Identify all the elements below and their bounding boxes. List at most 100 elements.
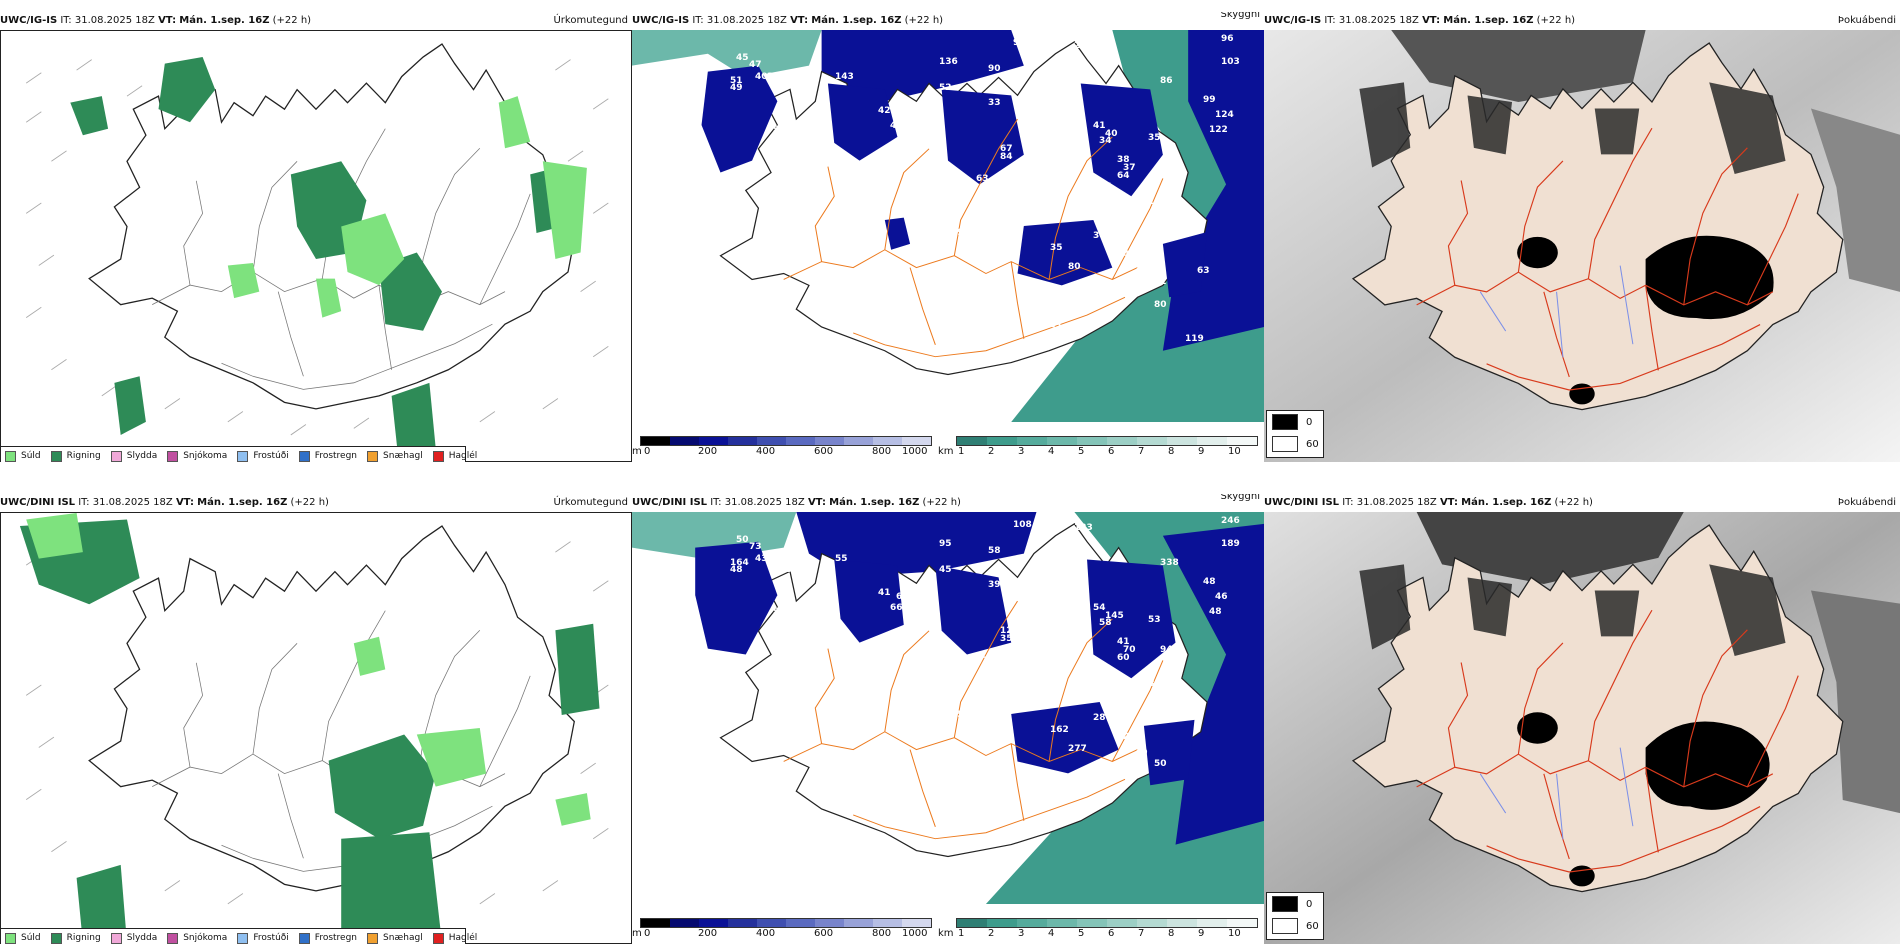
row2-it-prefix: IT: — [710, 497, 722, 508]
fog-legend-label: 0 — [1306, 898, 1313, 910]
legend-label: Frostúði — [253, 451, 289, 461]
row1-precip-panel: UWC/IG-IS IT: 31.08.2025 18Z VT: Mán. 1.… — [0, 12, 632, 462]
legend-label: Súld — [21, 933, 41, 943]
legend-swatch — [432, 450, 444, 462]
vis-bar-step — [1077, 919, 1107, 927]
vis-bar-step — [1227, 919, 1257, 927]
vis-bar-step — [1047, 919, 1077, 927]
vis-bar-step — [1047, 437, 1077, 445]
vis-bar-tick: 1 — [958, 928, 965, 939]
height-bar-strip — [640, 918, 932, 928]
row1-vt-value: Mán. 1.sep. 16Z — [1443, 15, 1534, 26]
height-bar-step — [757, 437, 786, 445]
height-bar-step — [699, 437, 728, 445]
row1-cloud-labels — [632, 30, 1264, 422]
row2-vt-label: VT: — [175, 497, 194, 508]
legend-swatch — [237, 932, 249, 944]
row1-fog-title: Þokuábendi — [1837, 15, 1896, 26]
row2-fog-title: Þokuábendi — [1837, 497, 1896, 508]
height-bar-step — [641, 437, 670, 445]
vis-bar-tick: 1 — [958, 446, 965, 457]
row1-cloud-panel: UWC/IG-IS IT: 31.08.2025 18Z VT: Mán. 1.… — [632, 12, 1264, 462]
legend-item: Frostúði — [237, 450, 289, 462]
height-bar-step — [844, 919, 873, 927]
row2-vt-label: VT: — [1439, 497, 1458, 508]
row2-cloud-map: 108 123 246 95 58 189 55 338 48 46 48 50 73 164 43 51 48… — [632, 512, 1264, 904]
height-bar-step — [728, 437, 757, 445]
fog-legend-label: 60 — [1306, 438, 1319, 450]
vis-bar-step — [957, 437, 987, 445]
row1-model-label: UWC/IG-IS — [1264, 15, 1322, 26]
legend-label: Rigning — [66, 933, 101, 943]
vis-bar-tick: 2 — [988, 928, 995, 939]
row1-cloud-header: UWC/IG-IS IT: 31.08.2025 18Z VT: Mán. 1.… — [632, 12, 1264, 30]
legend-item: Súld — [5, 932, 41, 944]
row1-it-value: 31.08.2025 18Z — [1338, 15, 1419, 26]
row2-model-label: UWC/DINI ISL — [1264, 497, 1340, 508]
vis-bar-tick: 8 — [1168, 928, 1175, 939]
vis-bar-tick: 4 — [1048, 446, 1055, 457]
row2-vt-label: VT: — [807, 497, 826, 508]
row1-model-label: UWC/IG-IS — [632, 15, 690, 26]
vis-bar-tick: 3 — [1018, 928, 1025, 939]
row1-precip-header: UWC/IG-IS IT: 31.08.2025 18Z VT: Mán. 1.… — [0, 12, 632, 30]
legend-item: Snæhagl — [367, 450, 423, 462]
row2-it-prefix: IT: — [1342, 497, 1354, 508]
row2-it-value: 31.08.2025 18Z — [724, 497, 805, 508]
row2-fog-header: UWC/DINI ISL IT: 31.08.2025 18Z VT: Mán.… — [1264, 494, 1900, 512]
row2-cloud-header: UWC/DINI ISL IT: 31.08.2025 18Z VT: Mán.… — [632, 494, 1264, 512]
fog-legend-row: 0 — [1267, 411, 1323, 433]
row1-height-colorbar: m 0 200 400 600 800 1000 — [632, 436, 932, 460]
vis-bar-tick: 8 — [1168, 446, 1175, 457]
height-bar-tick: 400 — [756, 446, 776, 457]
row2-fog-map — [1264, 512, 1900, 944]
vis-bar-step — [987, 919, 1017, 927]
vis-bar-step — [1137, 437, 1167, 445]
row2-vt-value: Mán. 1.sep. 16Z — [197, 497, 288, 508]
row1-it-prefix: IT: — [60, 15, 72, 26]
vis-bar-step — [957, 919, 987, 927]
row1-it-value: 31.08.2025 18Z — [74, 15, 155, 26]
legend-item: Rigning — [50, 450, 101, 462]
height-bar-tick: 0 — [644, 446, 651, 457]
legend-item: Súld — [5, 450, 41, 462]
legend-swatch — [367, 932, 379, 944]
vis-bar-tick: 6 — [1108, 446, 1115, 457]
row1-cloud-title: Skyggni — [1220, 12, 1260, 20]
row1-model-label: UWC/IG-IS — [0, 15, 58, 26]
row2-precip-title: Úrkomutegund — [553, 497, 628, 508]
vis-bar-step — [1017, 437, 1047, 445]
height-bar-strip — [640, 436, 932, 446]
row2-cloud-title: Skyggni — [1220, 494, 1260, 502]
row2-vt-value: Mán. 1.sep. 16Z — [1461, 497, 1552, 508]
height-bar-tick: 800 — [872, 928, 892, 939]
vis-bar-step — [1197, 437, 1227, 445]
legend-label: Frostregn — [314, 933, 358, 943]
row1-lead: (+22 h) — [272, 15, 312, 26]
row1-it-prefix: IT: — [1324, 15, 1336, 26]
height-bar-tick: 0 — [644, 928, 651, 939]
height-bar-step — [728, 919, 757, 927]
vis-bar-tick: 7 — [1138, 446, 1145, 457]
row1-it-prefix: IT: — [692, 15, 704, 26]
legend-swatch — [50, 932, 62, 944]
legend-label: Snjókoma — [183, 933, 228, 943]
legend-swatch — [167, 932, 179, 944]
legend-item: Frostúði — [237, 932, 289, 944]
vis-bar-step — [1107, 919, 1137, 927]
vis-bar-tick: 4 — [1048, 928, 1055, 939]
legend-swatch — [110, 450, 122, 462]
row2-it-prefix: IT: — [78, 497, 90, 508]
vis-bar-tick: 7 — [1138, 928, 1145, 939]
row2-dark-terrain — [1359, 564, 1786, 656]
legend-item: Slydda — [110, 450, 157, 462]
vis-bar-step — [1197, 919, 1227, 927]
row1-fog-map — [1264, 30, 1900, 462]
fog-legend-swatch — [1272, 918, 1298, 934]
vis-bar-unit: km — [938, 446, 954, 457]
row2-lead: (+22 h) — [290, 497, 329, 508]
height-bar-tick: 800 — [872, 446, 892, 457]
fog-legend-row: 60 — [1267, 433, 1323, 455]
row2-lead: (+22 h) — [922, 497, 961, 508]
row2-precip-map — [0, 512, 632, 944]
